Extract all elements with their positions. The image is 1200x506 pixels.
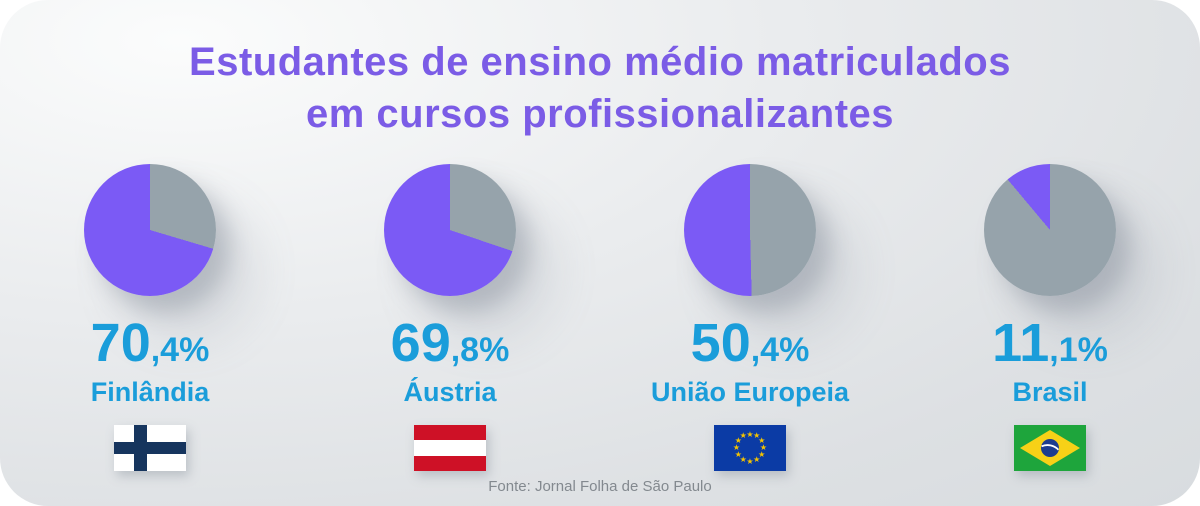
brazil-flag-icon [1014,425,1086,471]
finland-flag-icon [114,425,186,471]
country-column-eu: 50,4% União Europeia ★ ★ ★ ★ ★ ★ ★ ★ ★ ★ ★ ★ [600,164,900,471]
eu-star-icon: ★ [739,454,747,464]
percent-frac: ,8% [450,331,510,369]
eu-flag-icon: ★ ★ ★ ★ ★ ★ ★ ★ ★ ★ ★ ★ [714,425,786,471]
eu-star-icon: ★ [734,436,742,446]
countries-row: 70,4% Finlândia 69,8% Áustria [0,164,1200,471]
country-label: Áustria [403,377,497,407]
eu-star-icon: ★ [753,431,761,441]
eu-star-icon: ★ [759,443,768,452]
percent-int: 50 [690,313,751,373]
eu-star-icon: ★ [746,456,754,466]
eu-star-icon: ★ [758,436,766,446]
country-column-brazil: 11,1% Brasil [900,164,1200,471]
title-line-1: Estudantes de ensino médio matriculados [189,40,1011,84]
page-title: Estudantes de ensino médio matriculados … [0,36,1200,140]
percent-int: 11 [992,313,1050,373]
eu-star-icon: ★ [753,454,761,464]
percent-frac: ,4% [750,331,810,369]
percent-value: 69,8% [391,316,510,370]
austria-flag-icon [414,425,486,471]
finland-cross-horizontal [114,442,186,454]
country-label: Brasil [1012,377,1088,407]
eu-star-icon: ★ [734,449,742,459]
title-line-2: em cursos profissionalizantes [305,92,894,136]
country-label: Finlândia [90,377,210,407]
austria-stripe-red [414,455,486,471]
pie-chart-finland [84,164,216,296]
austria-stripe-red [414,425,486,441]
eu-star-icon: ★ [739,431,747,441]
percent-int: 69 [390,313,451,373]
percent-int: 70 [90,313,151,373]
country-label: União Europeia [650,377,850,407]
percent-frac: ,1% [1049,331,1108,369]
country-column-finland: 70,4% Finlândia [0,164,300,471]
eu-star-icon: ★ [732,443,741,452]
austria-stripe-white [414,440,486,456]
pie-chart-eu [684,164,816,296]
country-column-austria: 69,8% Áustria [300,164,600,471]
percent-value: 11,1% [992,316,1108,370]
percent-value: 50,4% [691,316,810,370]
pie-chart-austria [384,164,516,296]
percent-frac: ,4% [150,331,210,369]
source-caption: Fonte: Jornal Folha de São Paulo [488,478,712,495]
percent-value: 70,4% [91,316,210,370]
eu-star-icon: ★ [746,429,754,439]
eu-star-icon: ★ [758,449,766,459]
brazil-flag-svg [1014,425,1086,471]
pie-chart-brazil [984,164,1116,296]
